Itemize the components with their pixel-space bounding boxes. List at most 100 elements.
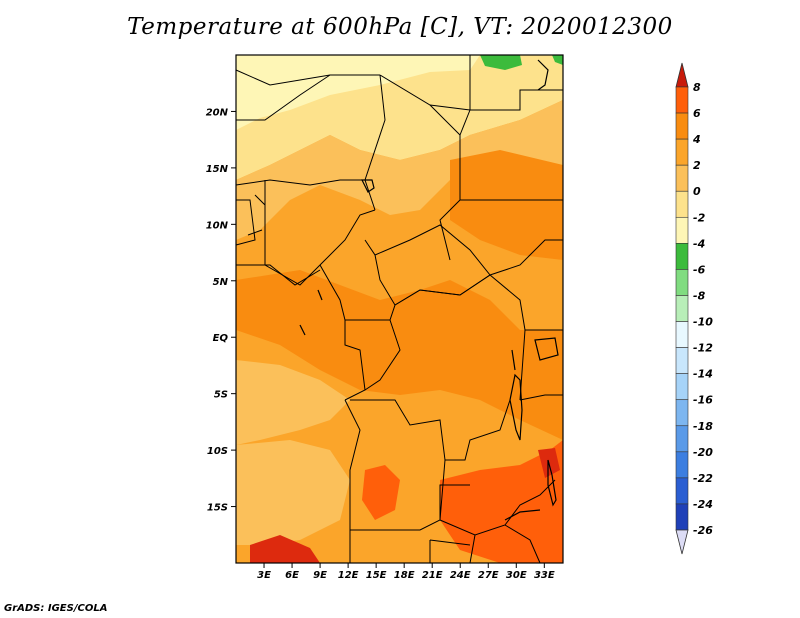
colorbar-segment — [675, 295, 689, 322]
x-axis-ticks: 3E 6E 9E 12E 15E 18E 21E 24E 27E 30E 33E — [257, 563, 555, 581]
border-niger-algeria — [235, 69, 380, 86]
colorbar-segment — [675, 86, 689, 114]
colorbar-top-arrow — [675, 62, 689, 88]
field-sw-corner-red — [250, 535, 320, 563]
colorbar-segment — [675, 477, 689, 505]
grads-credit: GrADS: IGES/COLA — [4, 603, 108, 614]
border-east-africa — [489, 239, 563, 401]
border-angola-south — [344, 399, 470, 531]
field-east-orange — [450, 150, 563, 260]
colorbar-segment — [675, 451, 689, 479]
field-green-north — [480, 55, 522, 70]
colorbar-label: -2 — [693, 211, 706, 224]
colorbar-label: -24 — [693, 498, 713, 511]
lake-malawi — [547, 459, 557, 507]
colorbar-segment — [675, 269, 689, 296]
border-mali-niger — [236, 74, 331, 121]
colorbar-segment — [675, 112, 689, 140]
colorbar-segment — [675, 321, 689, 348]
border-coast-gulf — [236, 264, 321, 286]
border-cameroon — [319, 239, 396, 321]
field-green-ne — [552, 55, 563, 65]
colorbar-segment — [675, 347, 689, 374]
colorbar-label: -8 — [693, 289, 706, 302]
colorbar-label: -10 — [693, 316, 713, 329]
y-tick-label: 10S — [207, 446, 228, 457]
border-congo-drc — [364, 319, 401, 391]
colorbar-label: -14 — [693, 368, 713, 381]
border-sudan-north — [459, 109, 563, 201]
map-title: Temperature at 600hPa [C], VT: 202001230… — [127, 14, 673, 40]
border-drc-north — [394, 274, 526, 331]
colorbar-label: -6 — [693, 263, 706, 276]
border-niger-chad — [364, 74, 386, 211]
border-gabon-congo — [344, 320, 366, 401]
x-tick-label: 21E — [422, 570, 443, 581]
x-tick-label: 9E — [313, 570, 327, 581]
y-tick-label: 20N — [206, 107, 229, 118]
temperature-field — [236, 55, 563, 563]
colorbar-label: 0 — [693, 185, 701, 198]
border-zimbabwe — [469, 524, 541, 564]
y-tick-label: 15N — [206, 164, 229, 175]
lake-victoria — [534, 337, 559, 361]
colorbar-segment — [675, 164, 689, 192]
y-tick-label: 15S — [207, 503, 228, 514]
colorbar-segment — [675, 425, 689, 453]
field-sw-light — [236, 440, 350, 545]
lake-kivu — [511, 349, 516, 371]
border-west-2 — [247, 194, 266, 240]
x-tick-label: 27E — [478, 570, 499, 581]
colorbar-segment — [675, 503, 689, 531]
lake-tanganyika — [509, 373, 523, 441]
x-tick-label: 15E — [366, 570, 387, 581]
colorbar-label: -18 — [693, 420, 713, 433]
colorbar-label: -20 — [693, 446, 713, 459]
field-north-palest — [236, 55, 480, 130]
lake-kariba — [504, 509, 541, 521]
lake-chad — [361, 179, 375, 193]
map-plot: 3E 6E 9E 12E 15E 18E 21E 24E 27E 30E 33E 20N 15N 10N… — [206, 54, 713, 581]
colorbar-label: -16 — [693, 394, 713, 407]
y-tick-label: 5N — [213, 277, 229, 288]
x-tick-label: 12E — [338, 570, 359, 581]
colorbar-label: -4 — [693, 237, 705, 250]
colorbar-label: 8 — [693, 81, 701, 94]
field-central-orange — [236, 270, 563, 440]
colorbar-segment — [675, 243, 689, 270]
lakes-and-coast — [299, 59, 559, 521]
colorbar-segment — [675, 216, 689, 244]
colorbar-segment — [675, 373, 689, 401]
x-tick-label: 6E — [285, 570, 299, 581]
field-south-deep-2 — [362, 465, 400, 520]
border-botswana — [429, 539, 471, 563]
field-south-deep — [440, 440, 563, 563]
colorbar-segment — [675, 138, 689, 166]
y-tick-label: 5S — [214, 390, 228, 401]
colorbar: 8 6 4 2 0 -2 -4 -6 -8 -10 -12 -14 -16 -18 -20 -22 -24 -26 — [675, 62, 713, 555]
y-tick-label: 10N — [206, 220, 229, 231]
lake-volta-small — [299, 289, 323, 336]
x-tick-label: 24E — [450, 570, 471, 581]
colorbar-label: -26 — [693, 524, 713, 537]
field-west-coast-light — [236, 360, 350, 445]
y-axis-ticks: 20N 15N 10N 5N EQ 5S 10S 15S — [206, 107, 236, 514]
lake-turkana — [537, 59, 549, 91]
colorbar-bottom-arrow — [675, 529, 689, 555]
colorbar-label: -12 — [693, 342, 713, 355]
field-north-light — [236, 100, 563, 240]
border-niger-south — [235, 179, 365, 186]
colorbar-segment — [675, 399, 689, 427]
colorbar-label: 6 — [693, 107, 701, 120]
colorbar-label: 2 — [693, 159, 701, 172]
x-tick-label: 30E — [506, 570, 527, 581]
map-frame — [235, 54, 564, 564]
colorbar-segment — [675, 190, 689, 218]
x-tick-label: 3E — [257, 570, 271, 581]
border-libya-egypt — [469, 55, 563, 111]
country-borders — [235, 55, 563, 564]
y-tick-label: EQ — [213, 333, 229, 344]
x-tick-label: 33E — [534, 570, 555, 581]
colorbar-label: -22 — [693, 472, 713, 485]
colorbar-label: 4 — [692, 133, 701, 146]
